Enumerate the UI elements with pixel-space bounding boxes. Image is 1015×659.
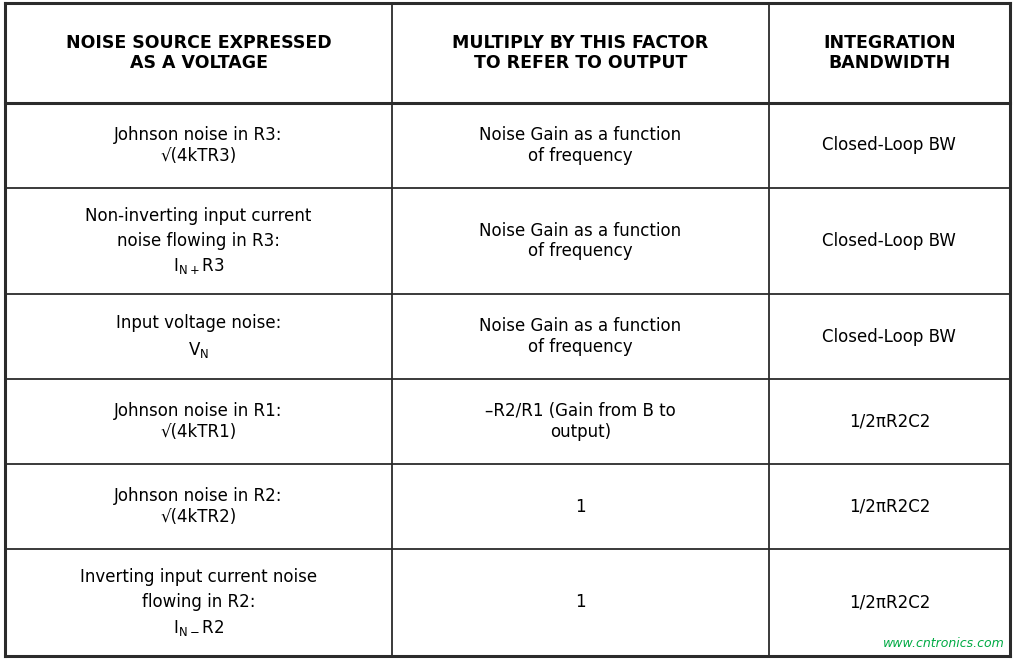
Text: $\mathregular{I_{N-}}$R2: $\mathregular{I_{N-}}$R2 [173,617,224,638]
Text: Closed-Loop BW: Closed-Loop BW [822,136,956,154]
Text: 1: 1 [576,498,586,515]
Text: noise flowing in R3:: noise flowing in R3: [117,232,280,250]
Text: 1/2πR2C2: 1/2πR2C2 [849,498,930,515]
Text: Closed-Loop BW: Closed-Loop BW [822,328,956,346]
Text: Input voltage noise:: Input voltage noise: [116,314,281,332]
Text: NOISE SOURCE EXPRESSED
AS A VOLTAGE: NOISE SOURCE EXPRESSED AS A VOLTAGE [66,34,331,72]
Text: Johnson noise in R3:
√(4kTR3): Johnson noise in R3: √(4kTR3) [115,126,283,165]
Text: $\mathregular{V_N}$: $\mathregular{V_N}$ [188,340,209,360]
Text: INTEGRATION
BANDWIDTH: INTEGRATION BANDWIDTH [823,34,956,72]
Text: MULTIPLY BY THIS FACTOR
TO REFER TO OUTPUT: MULTIPLY BY THIS FACTOR TO REFER TO OUTP… [453,34,708,72]
Text: $\mathregular{I_{N+}}$R3: $\mathregular{I_{N+}}$R3 [173,256,224,276]
Text: Noise Gain as a function
of frequency: Noise Gain as a function of frequency [479,221,681,260]
Text: 1: 1 [576,593,586,612]
Text: –R2/R1 (Gain from B to
output): –R2/R1 (Gain from B to output) [485,402,676,441]
Text: Johnson noise in R1:
√(4kTR1): Johnson noise in R1: √(4kTR1) [115,402,283,441]
Text: Noise Gain as a function
of frequency: Noise Gain as a function of frequency [479,126,681,165]
Text: Inverting input current noise: Inverting input current noise [80,568,317,586]
Text: flowing in R2:: flowing in R2: [142,593,255,612]
Text: Johnson noise in R2:
√(4kTR2): Johnson noise in R2: √(4kTR2) [115,487,283,526]
Text: Closed-Loop BW: Closed-Loop BW [822,232,956,250]
Text: Noise Gain as a function
of frequency: Noise Gain as a function of frequency [479,317,681,356]
Text: 1/2πR2C2: 1/2πR2C2 [849,593,930,612]
Text: www.cntronics.com: www.cntronics.com [883,637,1005,650]
Text: Non-inverting input current: Non-inverting input current [85,206,312,225]
Text: 1/2πR2C2: 1/2πR2C2 [849,413,930,431]
